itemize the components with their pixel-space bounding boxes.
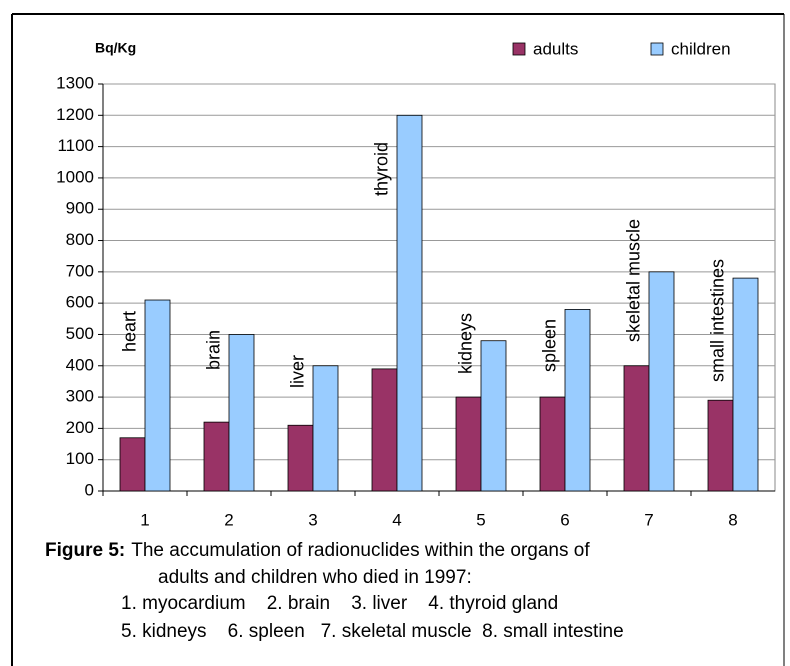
caption-line: Figure 5: The accumulation of radionuclid… — [45, 540, 590, 561]
bar — [539, 396, 566, 492]
x-tick-label: 8 — [728, 510, 737, 529]
bar — [119, 437, 146, 492]
annotation: skeletal muscle — [623, 219, 643, 342]
caption-line: 1. myocardium 2. brain 3. liver 4. thyro… — [121, 593, 558, 614]
y-tick-label: 600 — [66, 293, 94, 312]
bar — [648, 271, 675, 492]
x-tick-label: 3 — [308, 510, 317, 529]
bar — [228, 334, 255, 492]
bar — [707, 399, 734, 492]
x-tick-label: 5 — [476, 510, 485, 529]
legend-swatch — [650, 42, 664, 56]
bar — [480, 340, 507, 492]
y-tick-label: 700 — [66, 261, 94, 280]
annotation: small intestines — [707, 259, 727, 382]
x-tick-label: 7 — [644, 510, 653, 529]
x-tick-label: 4 — [392, 510, 401, 529]
annotation: liver — [287, 355, 307, 388]
bar — [371, 368, 398, 492]
legend-label: children — [671, 39, 731, 58]
y-tick-label: 1300 — [56, 73, 94, 92]
x-tick-label: 6 — [560, 510, 569, 529]
bar — [203, 421, 230, 492]
y-tick-label: 1000 — [56, 167, 94, 186]
y-tick-label: 0 — [85, 480, 94, 499]
y-tick-label: 300 — [66, 387, 94, 406]
caption-line: 5. kidneys 6. spleen 7. skeletal muscle … — [121, 621, 624, 642]
legend-swatch — [512, 42, 526, 56]
caption-label: Figure 5: — [45, 540, 125, 561]
y-tick-label: 1200 — [56, 105, 94, 124]
y-tick-label: 100 — [66, 449, 94, 468]
bar — [732, 277, 759, 492]
y-tick-label: 900 — [66, 199, 94, 218]
y-tick-label: 800 — [66, 230, 94, 249]
y-tick-label: 500 — [66, 324, 94, 343]
y-tick-label: 200 — [66, 418, 94, 437]
y-axis-label: Bq/Kg — [95, 40, 136, 56]
x-tick-label: 1 — [140, 510, 149, 529]
bar — [396, 114, 423, 492]
annotation: spleen — [539, 319, 559, 372]
bar — [455, 396, 482, 492]
caption-text: The accumulation of radionuclides within… — [131, 540, 590, 561]
legend-label: adults — [533, 39, 578, 58]
y-tick-label: 1100 — [57, 136, 94, 155]
annotation: brain — [203, 330, 223, 370]
annotation: thyroid — [371, 142, 391, 196]
caption-line: adults and children who died in 1997: — [158, 567, 472, 588]
bar — [564, 309, 591, 492]
bar — [287, 424, 314, 492]
annotation: heart — [119, 311, 139, 352]
bar — [312, 365, 339, 492]
bar — [623, 365, 650, 492]
bar — [144, 299, 171, 492]
y-tick-label: 400 — [66, 355, 94, 374]
annotation: kidneys — [455, 313, 475, 374]
x-tick-label: 2 — [224, 510, 233, 529]
